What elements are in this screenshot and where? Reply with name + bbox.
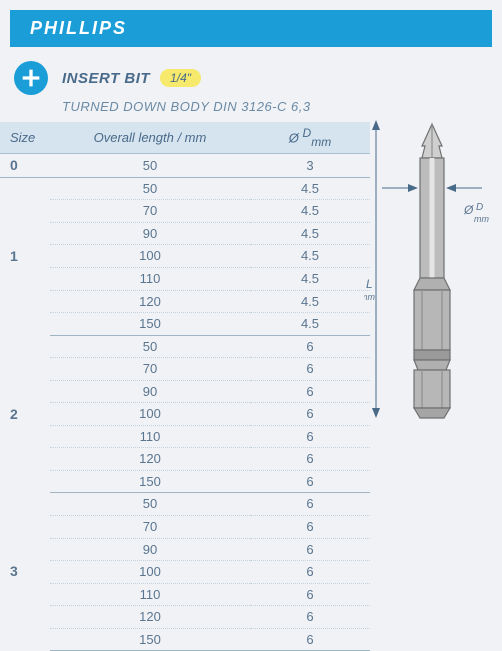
table-row: 1206 [0,448,370,471]
content-row: Size Overall length / mm Ø Dmm 05031504.… [0,122,502,651]
diameter-cell: 6 [250,628,370,651]
diameter-cell: 4.5 [250,268,370,291]
diameter-cell: 4.5 [250,313,370,336]
diameter-cell: 6 [250,583,370,606]
length-cell: 100 [50,245,250,268]
table-row: 1506 [0,470,370,493]
table-row: 1006 [0,561,370,584]
phillips-icon [14,61,48,95]
length-cell: 110 [50,268,250,291]
diameter-cell: 6 [250,335,370,358]
length-cell: 120 [50,448,250,471]
length-cell: 90 [50,538,250,561]
length-cell: 70 [50,516,250,539]
category-header: PHILLIPS [10,10,492,47]
diameter-cell: 6 [250,561,370,584]
length-cell: 50 [50,177,250,200]
diameter-cell: 4.5 [250,222,370,245]
table-row: 3506 [0,493,370,516]
diameter-cell: 6 [250,380,370,403]
length-cell: 50 [50,493,250,516]
table-row: 1204.5 [0,290,370,313]
length-cell: 150 [50,628,250,651]
table-row: 706 [0,516,370,539]
diameter-cell: 3 [250,153,370,177]
size-cell: 1 [0,177,50,335]
diameter-cell: 6 [250,448,370,471]
table-row: 1506 [0,628,370,651]
diameter-cell: 4.5 [250,290,370,313]
table-row: 906 [0,380,370,403]
diameter-cell: 6 [250,358,370,381]
table-row: 706 [0,358,370,381]
length-cell: 50 [50,153,250,177]
diameter-cell: 4.5 [250,245,370,268]
size-cell: 0 [0,153,50,177]
length-cell: 50 [50,335,250,358]
diameter-cell: 4.5 [250,200,370,223]
size-cell: 3 [0,493,50,651]
diameter-cell: 6 [250,403,370,426]
length-cell: 110 [50,583,250,606]
diameter-cell: 6 [250,425,370,448]
length-cell: 120 [50,290,250,313]
diameter-cell: 6 [250,516,370,539]
bit-diagram: L mm Ø D mm [370,122,502,552]
svg-text:mm: mm [474,214,489,224]
table-row: 1106 [0,425,370,448]
length-cell: 90 [50,380,250,403]
col-diameter: Ø Dmm [250,122,370,153]
table-row: 1006 [0,403,370,426]
table-row: 0503 [0,153,370,177]
table-row: 1504.5 [0,313,370,336]
svg-text:mm: mm [364,292,375,302]
col-size: Size [0,122,50,153]
length-cell: 110 [50,425,250,448]
table-row: 1206 [0,606,370,629]
length-cell: 120 [50,606,250,629]
length-cell: 150 [50,313,250,336]
spec-table: Size Overall length / mm Ø Dmm 05031504.… [0,122,370,651]
category-title: PHILLIPS [30,18,127,39]
diameter-cell: 6 [250,493,370,516]
table-row: 1504.5 [0,177,370,200]
table-row: 1106 [0,583,370,606]
length-cell: 100 [50,561,250,584]
product-title-row: INSERT BIT 1/4" [0,47,502,99]
col-length: Overall length / mm [50,122,250,153]
product-title: INSERT BIT [62,70,150,87]
table-row: 1104.5 [0,268,370,291]
diameter-cell: 6 [250,470,370,493]
length-cell: 70 [50,200,250,223]
diameter-cell: 6 [250,606,370,629]
diameter-cell: 4.5 [250,177,370,200]
svg-text:D: D [476,202,483,213]
length-cell: 150 [50,470,250,493]
diameter-cell: 6 [250,538,370,561]
table-row: 1004.5 [0,245,370,268]
table-row: 704.5 [0,200,370,223]
table-row: 906 [0,538,370,561]
length-cell: 100 [50,403,250,426]
length-cell: 70 [50,358,250,381]
drive-size-badge: 1/4" [160,69,201,87]
size-cell: 2 [0,335,50,493]
svg-text:Ø: Ø [463,203,474,217]
length-cell: 90 [50,222,250,245]
svg-text:L: L [366,277,373,291]
table-row: 904.5 [0,222,370,245]
table-row: 2506 [0,335,370,358]
